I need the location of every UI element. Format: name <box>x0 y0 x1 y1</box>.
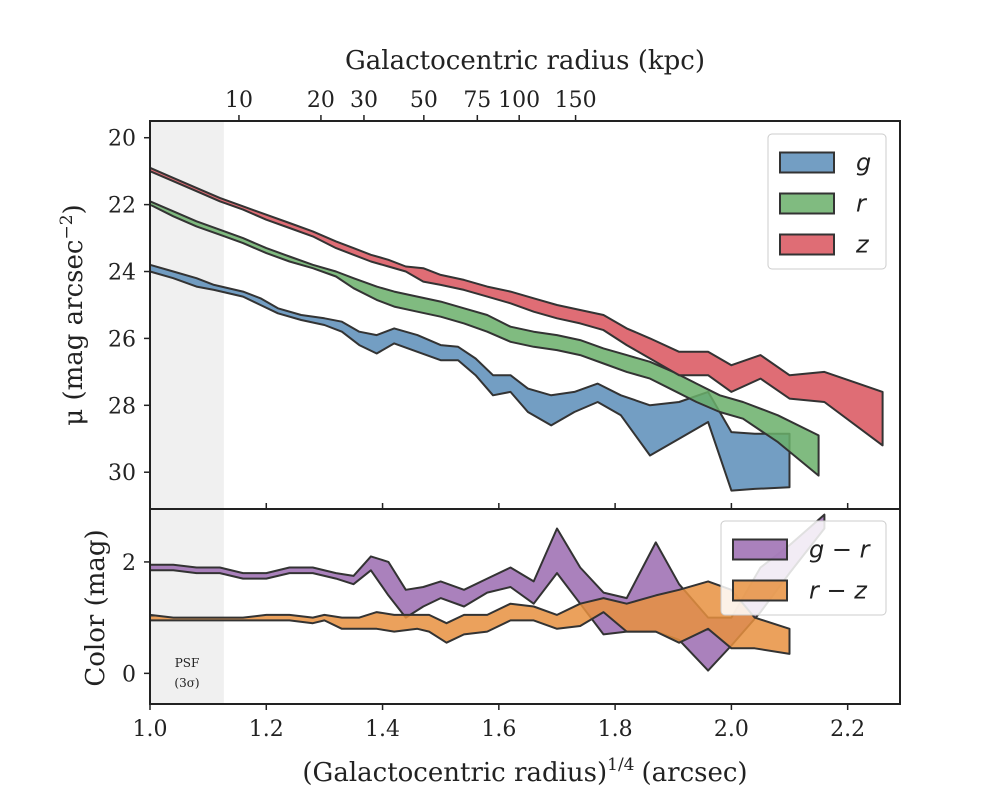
bottom-xtick-label: 1.4 <box>365 717 400 742</box>
color-ytick-label: 2 <box>122 551 136 576</box>
legend-swatch <box>779 151 835 174</box>
color-ylabel: Color (mag) <box>81 529 111 686</box>
top-xtick-label: 20 <box>307 88 335 113</box>
top-xtick-label: 50 <box>410 88 438 113</box>
bottom-xlabel: (Galactocentric radius)1/4 (arcsec) <box>302 755 747 788</box>
main-ylabel: μ (mag arcsec−2) <box>57 204 89 425</box>
surface-brightness-panel: 20 22 24 26 28 30 10 20 30 50 75 100 150 grz <box>108 88 901 510</box>
color-frame <box>149 508 901 705</box>
surface-brightness-bands <box>149 166 884 492</box>
psf-region-color <box>150 509 224 704</box>
main-ytick-label: 26 <box>108 327 136 352</box>
top-xtick-label: 75 <box>463 88 491 113</box>
surface-brightness-axes: 20 22 24 26 28 30 10 20 30 50 75 100 150 <box>108 88 849 509</box>
psf-region <box>150 121 224 509</box>
top-xtick-label: 150 <box>555 88 597 113</box>
legend-label: r <box>856 190 868 218</box>
surface-brightness-legend: grz <box>767 133 887 270</box>
main-ytick-label: 30 <box>108 461 136 486</box>
color-panel: 0 2 1.0 1.2 1.4 1.6 1.8 2.0 2.2 g − r r − z <box>122 508 901 742</box>
band-g <box>149 263 791 492</box>
bottom-xtick-label: 2.0 <box>714 717 749 742</box>
legend-swatch <box>732 579 788 602</box>
bottom-xtick-label: 1.0 <box>133 717 168 742</box>
psf-label: PSF <box>175 656 200 670</box>
bottom-xtick-label: 1.2 <box>249 717 284 742</box>
top-axis-title: Galactocentric radius (kpc) <box>345 46 705 76</box>
legend-label: g − r <box>809 536 872 564</box>
bottom-xtick-label: 1.6 <box>481 717 516 742</box>
color-legend: g − r r − z <box>720 520 887 616</box>
top-xtick-label: 10 <box>225 88 253 113</box>
legend-label: r − z <box>809 577 868 605</box>
top-xtick-label: 30 <box>350 88 378 113</box>
legend-label: z <box>855 231 870 259</box>
band-r-minus-z <box>149 580 791 655</box>
main-ytick-label: 28 <box>108 394 136 419</box>
main-ytick-label: 20 <box>108 127 136 152</box>
legend-swatch <box>779 233 835 256</box>
top-xtick-label: 100 <box>498 88 540 113</box>
legend-swatch <box>779 192 835 215</box>
main-ytick-label: 24 <box>108 261 136 286</box>
legend-swatch <box>732 538 788 561</box>
color-ytick-label: 0 <box>122 662 136 687</box>
bottom-xtick-label: 1.8 <box>598 717 633 742</box>
band-z <box>149 166 884 447</box>
band-r <box>149 200 820 477</box>
legend-label: g <box>856 149 871 177</box>
bottom-xtick-label: 2.2 <box>830 717 865 742</box>
main-ytick-label: 22 <box>108 194 136 219</box>
color-axes: 0 2 1.0 1.2 1.4 1.6 1.8 2.0 2.2 <box>122 551 865 742</box>
psf-sigma-label: (3σ) <box>174 676 199 690</box>
